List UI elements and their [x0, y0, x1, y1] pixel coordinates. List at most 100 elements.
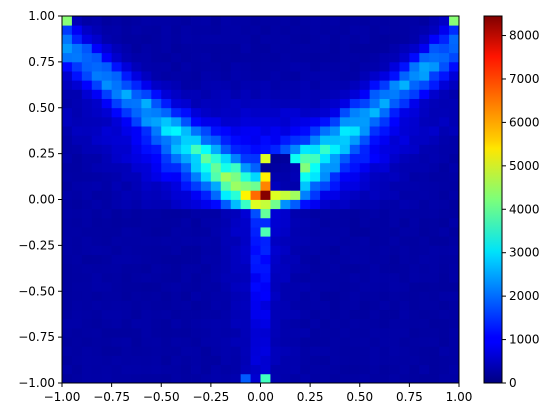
heatmap-cell — [240, 355, 251, 366]
heatmap-cell — [240, 217, 251, 228]
heatmap-cell — [141, 153, 152, 164]
heatmap-cell — [290, 107, 301, 118]
heatmap-cell — [191, 16, 202, 26]
heatmap-cell — [151, 135, 162, 145]
heatmap-cell — [310, 43, 321, 54]
heatmap-cell — [101, 43, 113, 54]
heatmap-cell — [121, 135, 132, 145]
heatmap-cell — [71, 190, 83, 200]
heatmap-cell — [111, 126, 122, 136]
heatmap-cell — [111, 291, 122, 301]
heatmap-cell — [339, 135, 351, 145]
heatmap-cell — [429, 162, 440, 173]
heatmap-cell — [101, 199, 113, 210]
heatmap-cell — [320, 254, 331, 265]
heatmap-cell — [329, 144, 341, 155]
heatmap-cell — [369, 116, 381, 127]
heatmap-cell — [131, 199, 142, 210]
heatmap-cell — [379, 16, 390, 26]
heatmap-cell — [71, 25, 83, 35]
heatmap-cell — [379, 309, 390, 320]
heatmap-cell — [131, 208, 142, 219]
heatmap-cell — [339, 208, 351, 219]
heatmap-cell — [210, 300, 222, 311]
heatmap-cell — [300, 126, 311, 136]
heatmap-cell — [280, 245, 291, 255]
heatmap-cell — [230, 61, 242, 72]
colorbar-tick-label: 5000 — [509, 159, 540, 173]
heatmap-cell — [389, 89, 400, 99]
heatmap-cell — [389, 71, 400, 81]
heatmap-cell — [429, 80, 440, 90]
heatmap-cell — [280, 346, 291, 356]
heatmap-cell — [260, 16, 271, 26]
heatmap-cell — [240, 227, 251, 237]
heatmap-cell — [419, 34, 430, 44]
heatmap-cell — [111, 34, 122, 44]
heatmap-cell — [141, 373, 152, 384]
heatmap-cell — [349, 199, 361, 210]
heatmap-cell — [349, 16, 361, 26]
heatmap-cell — [81, 171, 93, 182]
heatmap-cell — [161, 144, 172, 155]
heatmap-cell — [379, 171, 390, 182]
heatmap-cell — [419, 199, 430, 210]
heatmap-cell — [111, 25, 122, 35]
heatmap-cell — [111, 272, 122, 283]
heatmap-cell — [220, 346, 232, 356]
heatmap-cell — [171, 171, 182, 182]
heatmap-cell — [419, 309, 430, 320]
heatmap-cell — [290, 190, 301, 200]
heatmap-cell — [101, 153, 113, 164]
heatmap-cell — [220, 98, 232, 109]
heatmap-cell — [329, 135, 341, 145]
heatmap-cell — [131, 171, 142, 182]
heatmap-cell — [379, 25, 390, 35]
heatmap-cell — [270, 144, 281, 155]
heatmap-cell — [320, 300, 331, 311]
heatmap-cell — [349, 300, 361, 311]
heatmap-cell — [240, 199, 251, 210]
heatmap-cell — [339, 263, 351, 274]
heatmap-cell — [300, 227, 311, 237]
heatmap-cell — [369, 34, 381, 44]
heatmap-cell — [429, 16, 440, 26]
heatmap-cell — [191, 364, 202, 375]
heatmap-cell — [349, 89, 361, 99]
heatmap-cell — [449, 373, 460, 384]
heatmap-cell — [439, 282, 450, 292]
heatmap-cell — [210, 135, 222, 145]
heatmap-cell — [300, 162, 311, 173]
heatmap-cell — [71, 327, 83, 338]
colorbar-tick-label: 0 — [509, 376, 517, 390]
heatmap-cell — [339, 61, 351, 72]
heatmap-cell — [181, 217, 192, 228]
heatmap-cell — [141, 327, 152, 338]
heatmap-cell — [280, 61, 291, 72]
heatmap-cell — [320, 171, 331, 182]
heatmap-cell — [171, 263, 182, 274]
heatmap-cell — [220, 34, 232, 44]
colorbar-tick-label: 2000 — [509, 289, 540, 303]
heatmap-cell — [240, 291, 251, 301]
heatmap-cell — [280, 171, 291, 182]
heatmap-cell — [280, 107, 291, 118]
heatmap-cell — [171, 346, 182, 356]
heatmap-cell — [320, 245, 331, 255]
heatmap-cell — [280, 263, 291, 274]
heatmap-cell — [449, 171, 460, 182]
heatmap-cell — [310, 144, 321, 155]
heatmap-cell — [329, 245, 341, 255]
heatmap-cell — [71, 171, 83, 182]
heatmap-cell — [449, 300, 460, 311]
heatmap-cell — [439, 153, 450, 164]
heatmap-cell — [171, 337, 182, 347]
heatmap-cell — [329, 263, 341, 274]
heatmap-cell — [230, 135, 242, 145]
heatmap-cell — [121, 346, 132, 356]
heatmap-cell — [151, 263, 162, 274]
heatmap-cell — [101, 263, 113, 274]
heatmap-cell — [131, 217, 142, 228]
heatmap-cell — [151, 153, 162, 164]
heatmap-cell — [230, 318, 242, 329]
